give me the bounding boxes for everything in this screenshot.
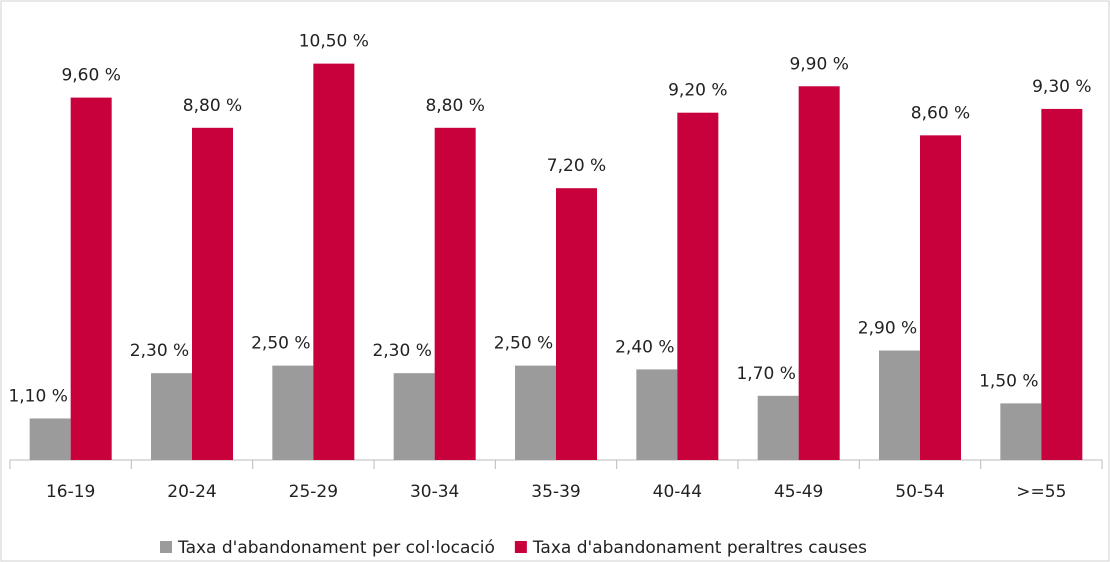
x-tick-label: >=55 [1016,482,1066,502]
data-label: 8,60 % [911,103,970,123]
data-label: 2,50 % [494,334,553,354]
data-label: 10,50 % [299,32,369,52]
bar [434,127,476,461]
bar [879,350,920,460]
legend-swatch [160,541,172,553]
bar [636,369,678,460]
bar [29,418,71,460]
data-label: 7,20 % [547,156,606,176]
legend-label: Taxa d'abandonament peraltres causes [532,538,867,558]
x-tick-label: 20-24 [167,482,216,502]
bar [515,365,556,460]
bar [151,373,192,460]
bar [1000,403,1042,460]
data-label: 2,50 % [251,334,310,354]
x-tick-label: 25-29 [289,482,338,502]
data-label: 2,40 % [615,337,674,357]
data-label: 9,60 % [61,66,120,86]
data-label: 2,30 % [130,341,189,361]
x-tick-label: 45-49 [774,482,823,502]
x-tick-label: 16-19 [46,482,95,502]
bar [192,127,233,461]
bar [757,395,799,460]
x-tick-label: 40-44 [653,482,702,502]
bar [393,373,435,460]
bar [677,112,719,460]
bar [1041,108,1083,461]
data-label: 2,90 % [858,319,917,339]
x-tick-label: 30-34 [410,482,459,502]
data-label: 9,30 % [1032,77,1091,97]
data-label: 9,20 % [668,81,727,101]
bar [70,97,112,460]
data-label: 8,80 % [425,96,484,116]
x-tick-label: 50-54 [895,482,944,502]
bar [272,365,314,460]
data-label: 9,90 % [789,54,848,74]
bar [920,135,961,460]
data-label: 8,80 % [183,96,242,116]
data-label: 1,50 % [979,371,1038,391]
legend-label: Taxa d'abandonament per col·locació [177,538,495,558]
data-label: 1,10 % [8,386,67,406]
bar [313,63,355,460]
bar [556,188,597,460]
data-label: 2,30 % [372,341,431,361]
x-tick-label: 35-39 [531,482,580,502]
data-label: 1,70 % [736,364,795,384]
bar [798,86,840,461]
legend-swatch [514,541,527,553]
